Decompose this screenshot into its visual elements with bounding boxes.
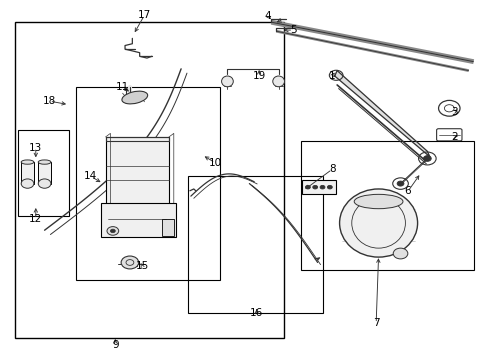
Text: 2: 2 [450, 132, 457, 142]
Ellipse shape [272, 76, 284, 87]
Bar [161, 220, 173, 235]
Ellipse shape [122, 91, 147, 104]
Bar [188, 176, 322, 313]
Text: 19: 19 [252, 71, 265, 81]
Circle shape [423, 156, 430, 161]
Bar [21, 162, 34, 184]
Text: 18: 18 [43, 96, 56, 106]
Circle shape [312, 185, 317, 189]
Bar [18, 130, 69, 216]
Circle shape [110, 229, 115, 233]
Text: 6: 6 [404, 186, 410, 197]
Circle shape [396, 181, 403, 186]
Text: 17: 17 [138, 10, 151, 20]
Bar [76, 87, 220, 280]
Polygon shape [334, 71, 429, 157]
Text: 13: 13 [29, 143, 42, 153]
Text: 15: 15 [135, 261, 148, 271]
Bar [15, 22, 283, 338]
Ellipse shape [353, 194, 402, 209]
Text: 7: 7 [372, 319, 379, 328]
Bar [101, 203, 176, 237]
Text: 8: 8 [328, 164, 335, 174]
Bar [105, 137, 168, 205]
Text: 1: 1 [328, 71, 335, 81]
Circle shape [320, 185, 325, 189]
Text: 10: 10 [208, 158, 222, 168]
Circle shape [327, 185, 331, 189]
Circle shape [305, 185, 310, 189]
Text: 4: 4 [264, 11, 271, 21]
Text: 5: 5 [289, 25, 296, 35]
Ellipse shape [339, 189, 417, 257]
Text: 3: 3 [450, 107, 457, 117]
Text: 9: 9 [112, 340, 119, 350]
Bar [300, 140, 473, 270]
Ellipse shape [21, 160, 34, 164]
Circle shape [21, 179, 34, 188]
Circle shape [107, 226, 119, 235]
Text: 11: 11 [116, 82, 129, 92]
Circle shape [38, 179, 51, 188]
Text: 14: 14 [84, 171, 97, 181]
Bar [302, 180, 335, 194]
Circle shape [392, 248, 407, 259]
Text: 16: 16 [249, 308, 263, 318]
Text: 12: 12 [29, 215, 42, 224]
Circle shape [121, 256, 139, 269]
Bar [38, 162, 51, 184]
Ellipse shape [38, 160, 51, 164]
Ellipse shape [221, 76, 233, 87]
